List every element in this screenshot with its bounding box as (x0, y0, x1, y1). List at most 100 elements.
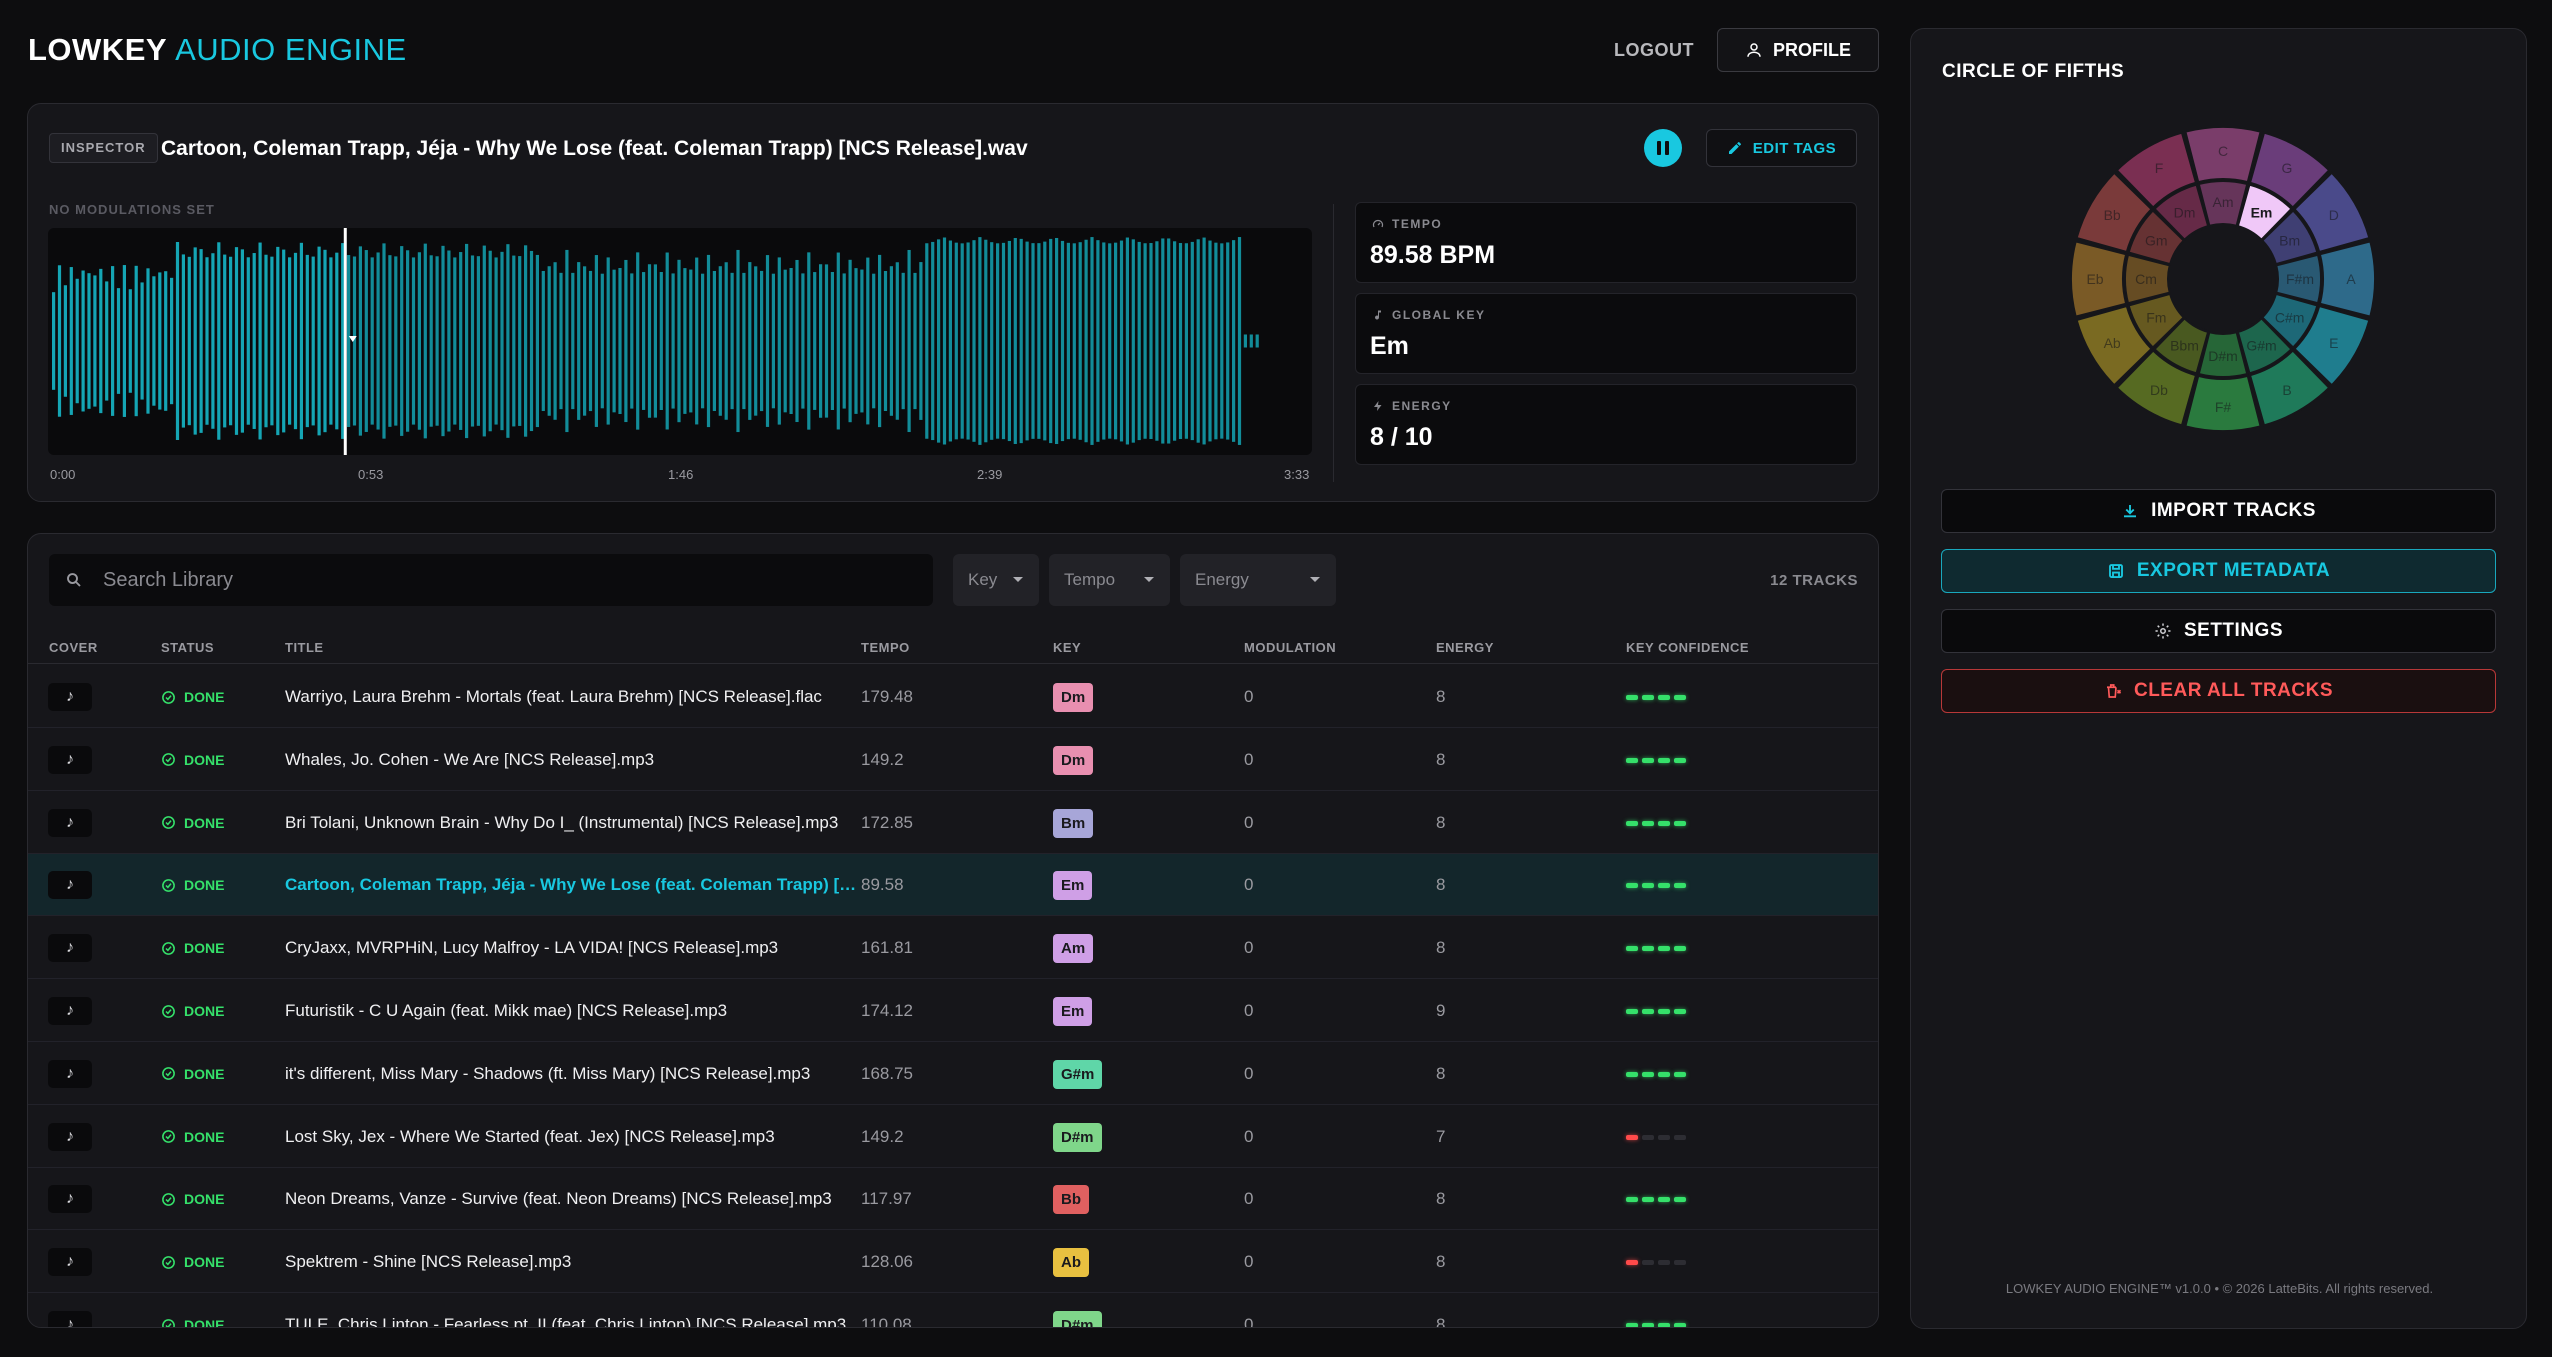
waveform-bar (364, 250, 368, 432)
footer-text: LOWKEY AUDIO ENGINE™ v1.0.0 • © 2026 Lat… (2005, 1281, 2434, 1296)
column-status[interactable]: STATUS (161, 640, 215, 655)
profile-button[interactable]: PROFILE (1717, 28, 1879, 72)
check-circle-icon (162, 816, 175, 829)
waveform-bar (376, 252, 380, 430)
cof-outer-F (2115, 131, 2198, 209)
tempo-filter[interactable]: Tempo (1049, 554, 1170, 606)
cover-thumbnail[interactable]: ♪ (48, 871, 92, 900)
track-tempo: 149.2 (861, 1126, 904, 1146)
waveform-bar (175, 242, 180, 440)
cover-thumbnail[interactable]: ♪ (48, 1311, 92, 1327)
check-circle-icon (162, 753, 175, 767)
waveform-bar (1232, 240, 1236, 442)
column-tempo[interactable]: TEMPO (861, 640, 910, 655)
cover-thumbnail[interactable]: ♪ (48, 1059, 92, 1088)
track-energy: 8 (1436, 1063, 1446, 1083)
waveform-bar (335, 252, 339, 430)
key-confidence-meter (1626, 883, 1686, 889)
column-key[interactable]: KEY (1053, 640, 1082, 655)
column-cover[interactable]: COVER (49, 640, 98, 655)
track-title[interactable]: Cartoon, Coleman Trapp, Jéja - Why We Lo… (285, 875, 860, 895)
table-row[interactable]: ♪ DONE it's different, Miss Mary - Shadows… (28, 1043, 1878, 1105)
key-filter-label: Key (968, 570, 998, 589)
track-title[interactable]: Neon Dreams, Vanze - Survive (feat. Neon… (285, 1189, 832, 1209)
waveform-bar (677, 259, 681, 423)
waveform-bar (848, 259, 852, 423)
cover-thumbnail[interactable]: ♪ (48, 683, 92, 711)
waveform-bar (588, 270, 593, 412)
track-tempo: 117.97 (861, 1189, 912, 1209)
waveform-bar (122, 265, 126, 417)
circle-of-fifths[interactable]: C G D A E B F# Db Ab Eb Bb F Am Em Bm F#m C#m G#m D#m BbmFm… (2063, 119, 2383, 439)
table-row[interactable]: ♪ DONE Cartoon, Coleman Trapp, Jéja - Why … (28, 854, 1878, 917)
cover-thumbnail[interactable]: ♪ (48, 997, 92, 1025)
cover-thumbnail[interactable]: ♪ (48, 745, 92, 774)
waveform-bar (1114, 242, 1118, 440)
table-row[interactable]: ♪ DONE Bri Tolani, Unknown Brain - Why Do … (28, 792, 1878, 854)
cof-outer-G-label: G (2282, 160, 2293, 176)
cover-thumbnail[interactable]: ♪ (48, 808, 92, 837)
track-title[interactable]: CryJaxx, MVRPHiN, Lucy Malfroy - LA VIDA… (285, 938, 779, 958)
track-modulation: 0 (1244, 938, 1254, 958)
table-row[interactable]: ♪ DONE Futuristik - C U Again (feat. Mikk … (28, 980, 1878, 1042)
table-row[interactable]: ♪ DONE Whales, Jo. Cohen - We Are [NCS Rel… (28, 729, 1878, 791)
waveform[interactable] (48, 228, 1312, 455)
column-title[interactable]: TITLE (285, 640, 324, 655)
export-metadata-button[interactable]: EXPORT METADATA (1941, 549, 2496, 593)
cof-inner-Bm-label: Bm (2279, 233, 2300, 249)
cof-outer-Db-label: Db (2150, 382, 2168, 398)
cof-inner-Bbm (2153, 316, 2210, 375)
table-row[interactable]: ♪ DONE Spektrem - Shine [NCS Release].mp3 1… (28, 1231, 1878, 1294)
waveform-bar (252, 253, 256, 429)
waveform-bar (1226, 242, 1230, 440)
waveform-bar (57, 265, 62, 417)
status-text: DONE (184, 689, 225, 705)
energy-filter[interactable]: Energy (1180, 554, 1336, 606)
table-row[interactable]: ♪ DONE TULE, Chris Linton - Fearless pt. I… (28, 1294, 1878, 1328)
track-title[interactable]: Futuristik - C U Again (feat. Mikk mae) … (285, 1001, 728, 1020)
cover-thumbnail[interactable]: ♪ (48, 1185, 92, 1214)
track-title[interactable]: Warriyo, Laura Brehm - Mortals (feat. La… (285, 687, 822, 706)
pause-button[interactable] (1644, 129, 1682, 167)
table-row[interactable]: ♪ DONE Neon Dreams, Vanze - Survive (feat.… (28, 1168, 1878, 1231)
track-title[interactable]: Lost Sky, Jex - Where We Started (feat. … (285, 1126, 775, 1146)
column-energy[interactable]: ENERGY (1436, 640, 1494, 655)
waveform-bar (535, 254, 539, 428)
track-title[interactable]: Bri Tolani, Unknown Brain - Why Do I_ (I… (285, 812, 839, 832)
check-circle-icon (162, 1130, 175, 1143)
cof-inner-Em-label: Em (2251, 204, 2273, 220)
track-title[interactable]: Spektrem - Shine [NCS Release].mp3 (285, 1252, 572, 1272)
column-key-confidence[interactable]: KEY CONFIDENCE (1626, 640, 1750, 655)
cover-thumbnail[interactable]: ♪ (48, 934, 92, 963)
waveform-bar (411, 257, 416, 425)
waveform-bar (187, 256, 191, 426)
waveform-bar (789, 267, 793, 415)
column-modulation[interactable]: MODULATION (1244, 640, 1337, 655)
waveform-bar (907, 249, 911, 433)
track-modulation: 0 (1244, 1063, 1254, 1083)
track-title[interactable]: TULE, Chris Linton - Fearless pt. II (fe… (285, 1315, 847, 1328)
edit-tags-button[interactable]: EDIT TAGS (1706, 129, 1857, 167)
waveform-bar (240, 249, 244, 433)
search-input[interactable] (103, 554, 923, 606)
clear-all-tracks-button[interactable]: CLEAR ALL TRACKS (1941, 669, 2496, 713)
track-title[interactable]: Whales, Jo. Cohen - We Are [NCS Release]… (285, 749, 655, 769)
track-title[interactable]: it's different, Miss Mary - Shadows (ft.… (285, 1063, 811, 1083)
table-row[interactable]: ♪ DONE Warriyo, Laura Brehm - Mortals (fea… (28, 666, 1878, 728)
waveform-bar (317, 246, 321, 436)
key-filter[interactable]: Key (953, 554, 1039, 606)
waveform-bar (1196, 239, 1200, 443)
waveform-bar (642, 272, 646, 410)
track-tempo: 174.12 (861, 1001, 913, 1020)
cof-inner-G#m-label: G#m (2246, 338, 2276, 354)
key-confidence-meter (1626, 1009, 1686, 1014)
logout-button[interactable]: LOGOUT (1614, 40, 1694, 60)
table-row[interactable]: ♪ DONE CryJaxx, MVRPHiN, Lucy Malfroy - LA… (28, 917, 1878, 980)
cover-thumbnail[interactable]: ♪ (48, 1122, 92, 1151)
waveform-bar (948, 240, 952, 442)
cover-thumbnail[interactable]: ♪ (48, 1248, 92, 1277)
waveform-bar (647, 264, 652, 418)
import-tracks-button[interactable]: IMPORT TRACKS (1941, 489, 2496, 533)
table-row[interactable]: ♪ DONE Lost Sky, Jex - Where We Started (f… (28, 1106, 1878, 1168)
settings-button[interactable]: SETTINGS (1941, 609, 2496, 653)
